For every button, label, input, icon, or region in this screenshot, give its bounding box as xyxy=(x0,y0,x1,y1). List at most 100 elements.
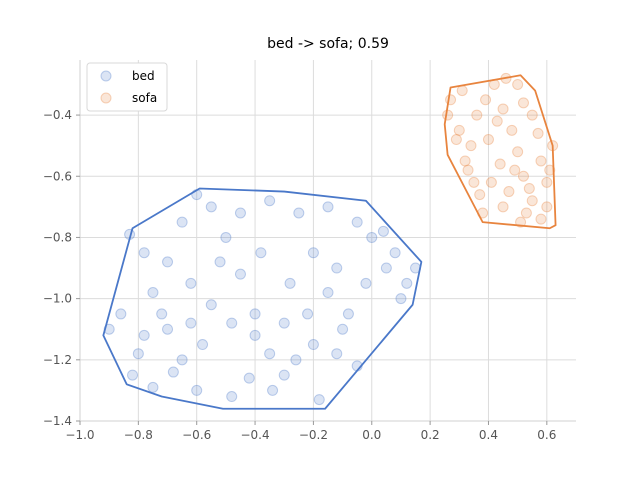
data-point-bed xyxy=(249,308,261,320)
data-point-bed xyxy=(138,329,150,341)
x-tick-label: −0.8 xyxy=(124,428,153,442)
legend-marker-bed xyxy=(100,70,112,82)
convex-hull-bed xyxy=(102,187,423,410)
data-point-sofa xyxy=(462,164,474,176)
data-point-bed xyxy=(264,348,276,360)
data-point-bed xyxy=(249,329,261,341)
x-ticks: −1.0 −0.8 −0.6 −0.4 −0.2 0.0 0.2 0.4 0.6 xyxy=(65,421,556,442)
convex-hull-sofa xyxy=(443,74,557,230)
data-point-bed xyxy=(307,247,319,259)
data-point-bed xyxy=(322,201,334,213)
data-point-sofa xyxy=(535,213,547,225)
axes xyxy=(79,60,576,422)
data-point-sofa xyxy=(453,124,465,136)
data-point-bed xyxy=(220,231,232,243)
x-tick-label: −0.4 xyxy=(240,428,269,442)
data-point-sofa xyxy=(491,115,503,127)
legend-marker-sofa xyxy=(100,92,112,104)
data-point-bed xyxy=(162,256,174,268)
data-point-sofa xyxy=(445,94,457,106)
data-point-bed xyxy=(185,317,197,329)
data-point-bed xyxy=(395,293,407,305)
data-point-bed xyxy=(284,277,296,289)
y-tick-label: −1.0 xyxy=(43,292,72,306)
series-bed xyxy=(102,187,423,410)
data-point-sofa xyxy=(532,127,544,139)
data-point-bed xyxy=(234,268,246,280)
data-point-bed xyxy=(214,256,226,268)
data-point-bed xyxy=(264,195,276,207)
data-point-sofa xyxy=(485,176,497,188)
data-point-bed xyxy=(226,317,238,329)
data-point-sofa xyxy=(465,140,477,152)
data-point-bed xyxy=(162,323,174,335)
data-point-bed xyxy=(226,391,238,403)
data-point-bed xyxy=(389,247,401,259)
data-point-bed xyxy=(278,369,290,381)
data-point-bed xyxy=(290,354,302,366)
data-point-sofa xyxy=(512,146,524,158)
data-point-bed xyxy=(360,277,372,289)
data-point-sofa xyxy=(512,78,524,90)
data-point-sofa xyxy=(450,134,462,146)
data-point-sofa xyxy=(503,186,515,198)
y-tick-label: −1.2 xyxy=(43,353,72,367)
data-point-sofa xyxy=(520,207,532,219)
data-point-bed xyxy=(132,348,144,360)
x-tick-label: −0.2 xyxy=(299,428,328,442)
data-point-sofa xyxy=(456,85,468,97)
data-point-sofa xyxy=(541,201,553,213)
data-point-sofa xyxy=(526,195,538,207)
x-tick-label: 0.4 xyxy=(479,428,498,442)
x-tick-label: 0.0 xyxy=(362,428,381,442)
data-point-bed xyxy=(313,394,325,406)
data-point-bed xyxy=(191,384,203,396)
data-point-bed xyxy=(278,317,290,329)
data-point-sofa xyxy=(459,155,471,167)
legend-label-sofa: sofa xyxy=(132,91,157,105)
series-sofa xyxy=(442,72,559,230)
data-point-sofa xyxy=(517,97,529,109)
x-tick-label: 0.6 xyxy=(537,428,556,442)
data-point-sofa xyxy=(517,170,529,182)
legend-label-bed: bed xyxy=(132,69,155,83)
data-point-bed xyxy=(337,323,349,335)
data-point-bed xyxy=(147,381,159,393)
data-point-sofa xyxy=(523,182,535,194)
y-tick-label: −0.8 xyxy=(43,230,72,244)
data-point-sofa xyxy=(535,155,547,167)
data-point-bed xyxy=(138,247,150,259)
legend-box xyxy=(86,62,168,112)
data-point-bed xyxy=(342,308,354,320)
y-tick-label: −0.4 xyxy=(43,108,72,122)
data-point-bed xyxy=(401,277,413,289)
data-point-bed xyxy=(176,354,188,366)
data-point-sofa xyxy=(506,124,518,136)
data-point-bed xyxy=(185,277,197,289)
data-point-sofa xyxy=(482,134,494,146)
data-point-bed xyxy=(205,201,217,213)
data-point-sofa xyxy=(541,176,553,188)
y-tick-label: −0.6 xyxy=(43,169,72,183)
data-point-sofa xyxy=(497,103,509,115)
chart-title: bed -> sofa; 0.59 xyxy=(267,36,389,52)
data-point-bed xyxy=(307,339,319,351)
data-point-bed xyxy=(331,348,343,360)
data-point-bed xyxy=(255,247,267,259)
y-ticks: −1.4 −1.2 −1.0 −0.8 −0.6 −0.4 xyxy=(43,108,80,428)
data-point-bed xyxy=(176,216,188,228)
data-point-bed xyxy=(267,384,279,396)
data-point-bed xyxy=(205,299,217,311)
data-point-bed xyxy=(156,308,168,320)
data-point-sofa xyxy=(471,109,483,121)
data-point-bed xyxy=(243,372,255,384)
data-point-sofa xyxy=(497,201,509,213)
data-point-bed xyxy=(331,262,343,274)
x-tick-label: 0.2 xyxy=(421,428,440,442)
data-point-bed xyxy=(127,369,139,381)
data-point-bed xyxy=(351,216,363,228)
grid xyxy=(80,60,576,421)
y-tick-label: −1.4 xyxy=(43,414,72,428)
data-point-sofa xyxy=(480,94,492,106)
data-point-sofa xyxy=(494,158,506,170)
